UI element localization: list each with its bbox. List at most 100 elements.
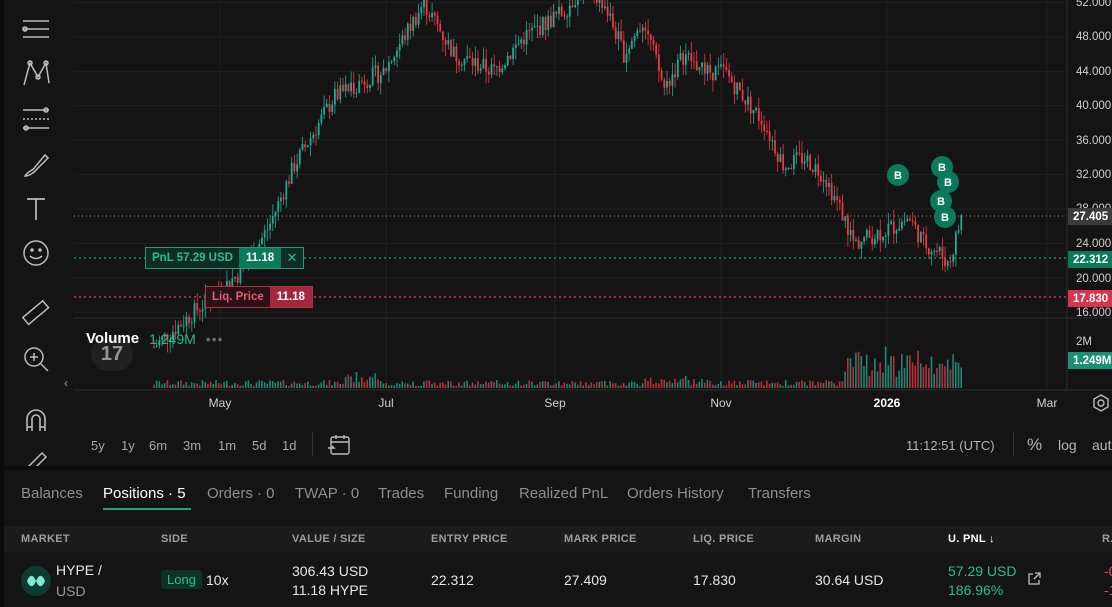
menu-lines-icon[interactable] (19, 12, 53, 46)
tradingview-logo[interactable]: 17 (91, 337, 133, 371)
tab-funding[interactable]: Funding (444, 485, 499, 502)
tab-twap[interactable]: TWAP · 0 (295, 485, 360, 502)
x-tick: May (208, 396, 232, 410)
tab-orders-history[interactable]: Orders History (627, 485, 724, 502)
volume-bar (757, 382, 760, 388)
candle-body (825, 180, 828, 188)
col-entry-price[interactable]: ENTRY PRICE (431, 533, 508, 545)
timeframe-5d[interactable]: 5d (252, 438, 267, 453)
candle-body (668, 81, 671, 86)
utc-clock[interactable]: 11:12:51 (UTC) (906, 438, 995, 453)
candle-body (671, 74, 674, 86)
candle-body (784, 168, 787, 171)
volume-bar (274, 382, 277, 388)
timeframe-5y[interactable]: 5y (91, 438, 105, 453)
timeframe-1d[interactable]: 1d (282, 438, 297, 453)
volume-bar (579, 381, 582, 388)
volume-bar (668, 380, 671, 388)
fib-tool-icon[interactable] (19, 102, 53, 136)
candle-body (682, 53, 685, 65)
pattern-tool-icon[interactable] (19, 56, 53, 90)
tab-orders[interactable]: Orders · 0 (207, 485, 275, 502)
liq-price-label: 17.830 (1068, 290, 1112, 307)
volume-bar (501, 384, 503, 388)
calendar-icon[interactable] (326, 432, 352, 458)
candle-body (528, 29, 531, 31)
candle-body (941, 247, 944, 259)
liq-price-tag[interactable]: Liq. Price 11.18 (205, 286, 313, 308)
candle-body (496, 66, 498, 68)
volume-bar (874, 358, 876, 388)
volume-bar (938, 363, 941, 388)
tab-transfers[interactable]: Transfers (748, 485, 811, 502)
candle-body (666, 81, 668, 88)
volume-bar (906, 355, 908, 388)
candle-body (725, 66, 728, 70)
share-icon[interactable] (1026, 571, 1042, 587)
volume-bar (231, 385, 233, 388)
candle-body (882, 236, 884, 241)
volume-bar (323, 380, 325, 388)
ruler-icon[interactable] (19, 296, 53, 330)
more-options-icon[interactable]: ••• (205, 330, 224, 347)
col-unrealized-pnl[interactable]: U. PNL ↓ (948, 533, 995, 545)
candle-body (595, 0, 598, 3)
col-market[interactable]: MARKET (21, 533, 70, 545)
leverage[interactable]: 10x (206, 572, 229, 588)
log-scale-toggle[interactable]: log (1058, 437, 1077, 453)
volume-bar (277, 381, 279, 388)
collapse-toolbar-icon[interactable]: ‹ (64, 376, 68, 390)
timeframe-1y[interactable]: 1y (121, 438, 135, 453)
candle-body (763, 124, 766, 131)
timeframe-3m[interactable]: 3m (183, 438, 202, 453)
table-row[interactable]: HYPE / USD Long 10x 306.43 USD 11.18 HYP… (4, 554, 1112, 607)
candle-body (639, 30, 641, 32)
volume-bar (172, 384, 174, 388)
candle-body (687, 53, 690, 55)
tab-balances[interactable]: Balances (21, 485, 83, 502)
tab-trades[interactable]: Trades (378, 485, 425, 502)
percent-scale-toggle[interactable]: % (1027, 435, 1043, 454)
volume-bar (158, 381, 161, 388)
market-base[interactable]: HYPE / (56, 562, 102, 578)
auto-scale-toggle[interactable]: auto (1092, 437, 1112, 453)
volume-bar (455, 385, 458, 388)
volume-legend[interactable]: Volume 1.249M ••• (86, 330, 224, 347)
text-tool-icon[interactable] (19, 192, 53, 226)
magnet-icon[interactable] (19, 404, 53, 438)
positions-table-header: MARKET SIDE VALUE / SIZE ENTRY PRICE MAR… (4, 526, 1112, 552)
candle-body (196, 303, 199, 311)
emoji-icon[interactable] (19, 236, 53, 270)
volume-bar (884, 346, 887, 388)
margin[interactable]: 30.64 USD (815, 572, 884, 588)
volume-bar (901, 354, 903, 388)
candle-body (547, 15, 550, 31)
candle-body (601, 0, 604, 8)
pnl-position-tag[interactable]: PnL 57.29 USD 11.18 ✕ (145, 247, 305, 269)
brush-icon[interactable] (19, 148, 53, 182)
volume-bar (685, 375, 687, 388)
volume-bar (960, 367, 962, 388)
col-value-size[interactable]: VALUE / SIZE (292, 533, 366, 545)
zoom-in-icon[interactable] (19, 342, 53, 376)
col-margin[interactable]: MARGIN (815, 533, 862, 545)
volume-bar (261, 380, 263, 388)
candle-body (436, 15, 439, 25)
timeframe-6m[interactable]: 6m (149, 438, 168, 453)
col-liq-price[interactable]: LIQ. PRICE (693, 533, 755, 545)
col-side[interactable]: SIDE (161, 533, 188, 545)
tab-realized-pnl[interactable]: Realized PnL (519, 485, 609, 502)
volume-bar (744, 384, 746, 388)
chart-settings-icon[interactable] (1091, 393, 1111, 413)
volume-bar (728, 380, 730, 388)
timeframe-1m[interactable]: 1m (218, 438, 237, 453)
candle-body (169, 339, 172, 342)
pencil-lock-icon[interactable] (19, 446, 53, 466)
market-quote[interactable]: USD (56, 583, 86, 599)
tab-positions[interactable]: Positions · 5 (103, 485, 186, 502)
col-mark-price[interactable]: MARK PRICE (564, 533, 637, 545)
col-realized[interactable]: R. (1102, 533, 1112, 545)
close-position-icon[interactable]: ✕ (286, 250, 298, 265)
